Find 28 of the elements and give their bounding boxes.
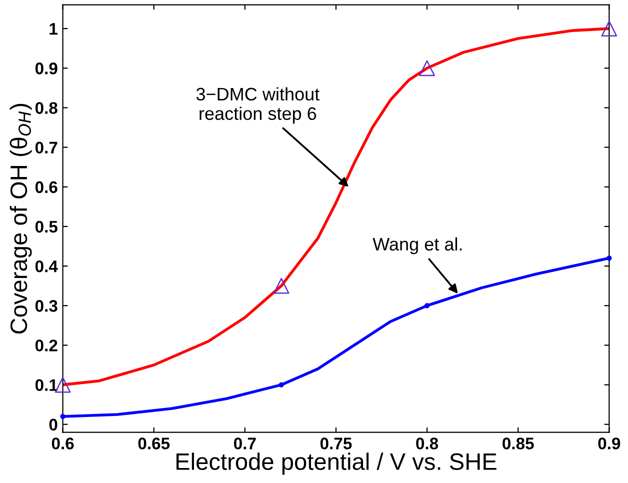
- y-tick-label: 0.9: [35, 62, 58, 74]
- point: [278, 382, 284, 388]
- y-tick-label: 0: [49, 418, 58, 431]
- y-tick-label: 0.7: [35, 142, 58, 154]
- x-tick-label: 0.7: [234, 438, 256, 450]
- y-tick-label: 0.3: [35, 300, 58, 312]
- y-tick-label: 0.2: [35, 340, 58, 352]
- y-tick-label: 0.1: [35, 379, 58, 391]
- x-tick-label: 0.9: [598, 438, 620, 450]
- point: [60, 414, 66, 420]
- y-tick-label: 0.8: [35, 102, 58, 114]
- annotation: Wang et al.: [372, 237, 462, 254]
- point: [419, 60, 435, 76]
- y-tick-label: 1: [50, 23, 58, 35]
- x-tick-label: 0.65: [138, 438, 170, 450]
- x-tick-label: 0.85: [502, 438, 534, 450]
- point: [606, 256, 612, 261]
- y-tick-label: 0.5: [35, 220, 58, 233]
- point: [424, 303, 430, 308]
- point: [273, 278, 290, 294]
- x-tick-label: 0.75: [320, 438, 352, 450]
- point: [601, 20, 618, 36]
- x-axis-title: Electrode potential / V vs. SHE: [176, 452, 496, 475]
- annotation: 3−DMC without reaction step 6: [196, 87, 320, 124]
- y-axis-title: Coverage of OH (θ$_{OH}$): [10, 104, 32, 334]
- y-tick-label: 0.4: [35, 260, 58, 272]
- x-tick-label: 0.8: [416, 438, 438, 450]
- y-tick-label: 0.6: [35, 181, 58, 194]
